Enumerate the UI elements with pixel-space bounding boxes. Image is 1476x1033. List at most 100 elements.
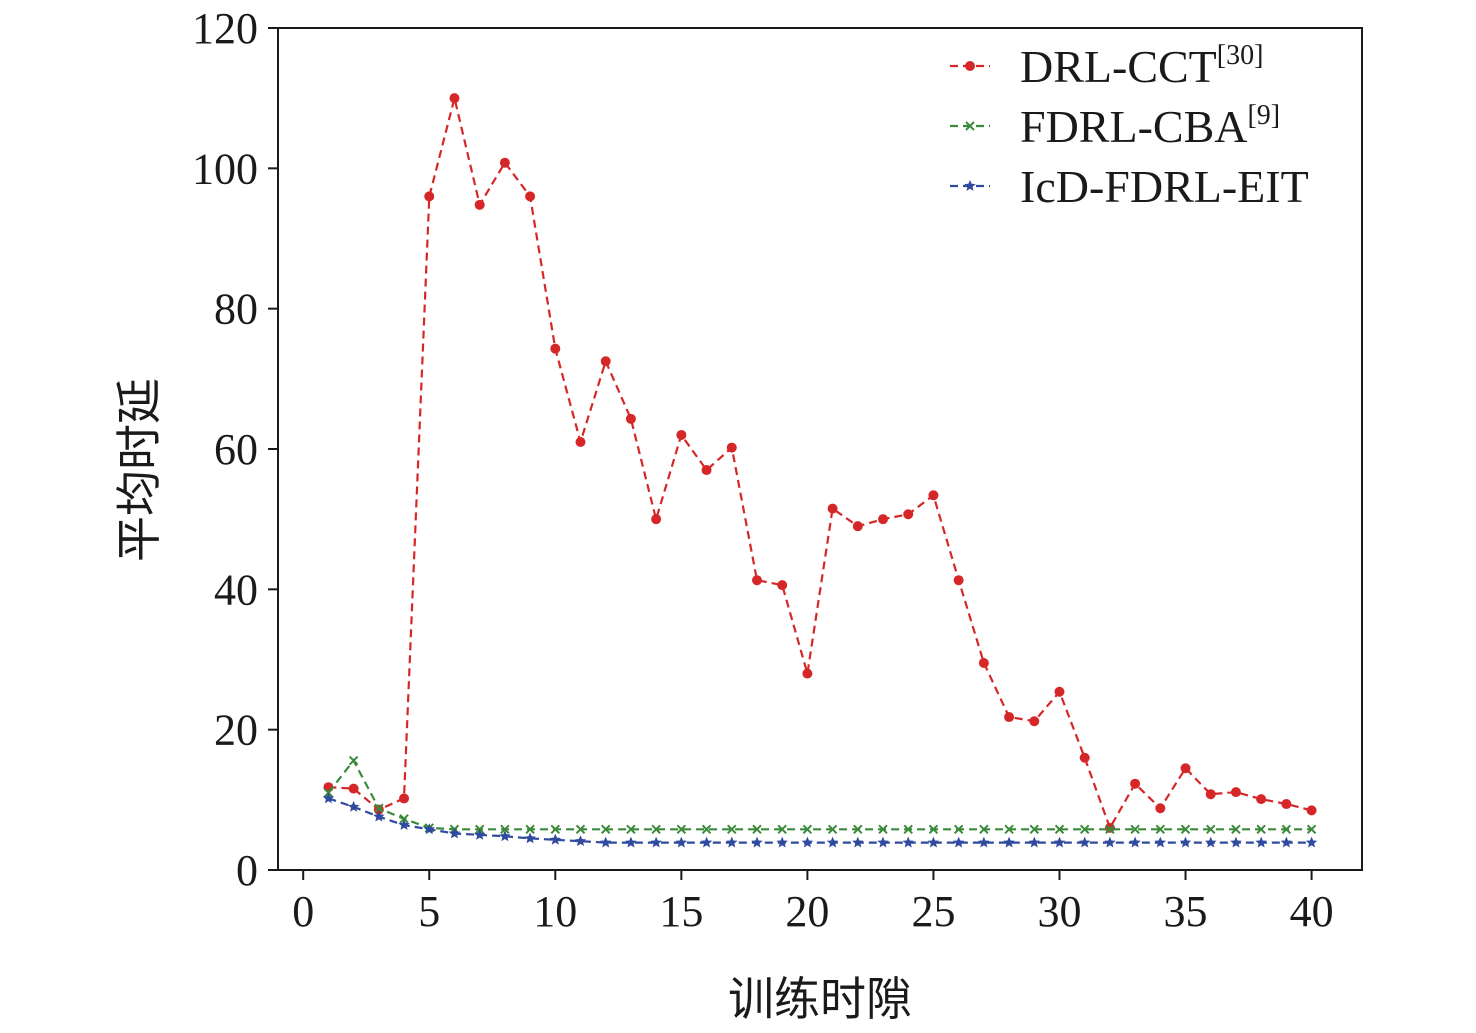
marker <box>1053 836 1066 848</box>
marker <box>525 824 535 835</box>
marker <box>1003 836 1015 848</box>
marker <box>575 436 586 447</box>
marker <box>626 824 636 835</box>
marker <box>827 503 838 514</box>
marker <box>348 783 359 794</box>
marker <box>1180 763 1191 774</box>
marker <box>448 827 461 839</box>
y-tick-label: 60 <box>214 425 258 474</box>
marker <box>802 668 813 679</box>
legend-name: FDRL-CBA <box>1020 101 1247 152</box>
marker <box>903 509 914 520</box>
marker <box>1105 824 1115 835</box>
marker <box>1231 824 1241 835</box>
marker <box>852 836 864 848</box>
marker <box>902 836 914 848</box>
marker <box>499 157 510 168</box>
marker <box>953 575 964 586</box>
marker <box>398 819 410 830</box>
marker <box>853 824 863 835</box>
marker <box>1004 712 1015 723</box>
y-tick-label: 20 <box>214 706 258 755</box>
legend-label: FDRL-CBA[9] <box>1020 100 1280 152</box>
marker <box>751 575 762 586</box>
marker <box>676 824 687 835</box>
marker <box>574 835 587 847</box>
marker <box>701 824 712 835</box>
marker <box>347 800 360 812</box>
marker <box>1104 836 1116 848</box>
marker <box>965 61 975 71</box>
marker <box>1079 752 1090 763</box>
marker <box>727 824 737 835</box>
marker <box>777 824 787 835</box>
marker <box>827 824 838 835</box>
marker <box>979 824 989 835</box>
x-axis-title: 训练时隙 <box>728 974 912 1025</box>
marker <box>1054 686 1065 697</box>
marker <box>802 824 813 835</box>
marker <box>776 836 788 848</box>
y-axis-title: 平均时延 <box>114 378 165 562</box>
marker <box>348 755 359 766</box>
marker <box>374 803 384 813</box>
legend-label: IcD-FDRL-EIT <box>1020 161 1309 212</box>
marker <box>625 836 637 848</box>
marker <box>928 824 939 835</box>
x-tick-label: 15 <box>659 887 703 936</box>
marker <box>525 191 536 202</box>
marker <box>1028 836 1040 848</box>
marker <box>1281 799 1292 810</box>
marker <box>500 824 510 835</box>
marker <box>575 824 586 835</box>
marker <box>726 836 738 848</box>
marker <box>1079 836 1091 848</box>
legend-name: DRL-CCT <box>1020 41 1217 92</box>
marker <box>675 836 688 848</box>
y-tick-label: 120 <box>192 4 258 53</box>
marker <box>524 832 536 844</box>
marker <box>878 514 889 525</box>
marker <box>1281 824 1292 835</box>
marker <box>601 824 611 835</box>
marker <box>1206 824 1216 835</box>
marker <box>1205 789 1216 800</box>
y-tick-label: 100 <box>192 144 258 193</box>
marker <box>1306 805 1317 816</box>
marker <box>1280 836 1293 848</box>
y-tick-label: 40 <box>214 565 258 614</box>
legend-label: DRL-CCT[30] <box>1020 40 1263 92</box>
marker <box>625 413 636 424</box>
marker <box>1305 836 1318 848</box>
marker <box>424 191 435 202</box>
y-tick-label: 0 <box>236 846 258 895</box>
marker <box>878 824 888 835</box>
series-line <box>327 758 1312 831</box>
marker <box>1130 824 1140 835</box>
marker <box>1179 836 1192 848</box>
marker <box>322 792 335 804</box>
marker <box>801 836 814 848</box>
marker <box>651 514 662 525</box>
marker <box>474 199 485 210</box>
marker <box>826 836 839 848</box>
marker <box>752 824 762 835</box>
marker <box>1230 836 1242 848</box>
marker <box>1054 824 1065 835</box>
marker <box>927 836 940 848</box>
marker <box>676 429 687 440</box>
marker <box>650 836 662 848</box>
marker <box>600 836 612 848</box>
marker <box>1155 803 1166 814</box>
legend-ref: [9] <box>1247 100 1280 131</box>
marker <box>1079 824 1090 835</box>
x-tick-label: 35 <box>1164 887 1208 936</box>
marker <box>1256 794 1267 805</box>
marker <box>701 465 712 476</box>
marker <box>877 836 889 848</box>
marker <box>423 823 435 835</box>
marker <box>1004 824 1014 835</box>
marker <box>399 793 410 804</box>
x-tick-label: 20 <box>785 887 829 936</box>
